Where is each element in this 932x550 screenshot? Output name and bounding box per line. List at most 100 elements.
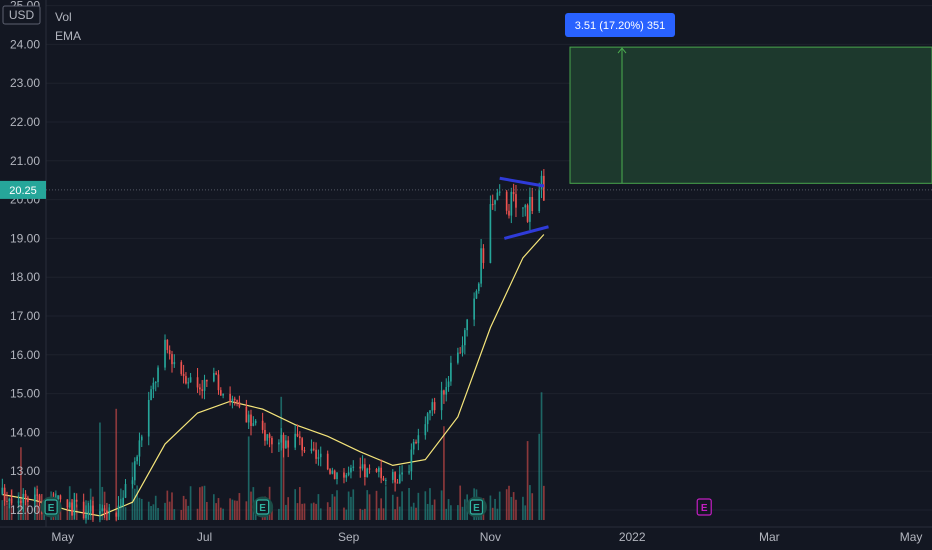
candle [87,511,90,515]
candle [282,434,285,449]
x-tick-label: 2022 [619,530,646,544]
candle [157,367,159,383]
volume-bar [412,502,415,520]
volume-bar [231,499,234,520]
candle [115,513,118,517]
candle [496,192,499,201]
lower-trendline[interactable] [503,225,549,240]
candle [522,207,524,209]
volume-bar [20,447,22,520]
candle [364,464,366,478]
earnings-marker-inner [469,499,484,515]
candle [310,448,313,452]
candle [36,494,39,496]
candle [101,508,104,512]
volume-bar [147,501,150,520]
candle [247,414,250,423]
candle [382,478,385,481]
candle [201,389,204,391]
candle [233,398,236,401]
y-tick-label: 19.00 [10,231,40,245]
candle [280,434,283,443]
candle [238,401,241,407]
volume-bar [203,485,206,520]
candle [133,461,136,481]
volume-bar [350,496,352,520]
candle [303,450,306,452]
volume-bar [236,500,238,520]
y-tick-label: 22.00 [10,115,40,129]
earnings-marker[interactable] [696,498,712,516]
volume-bar [245,501,248,520]
indicator-label[interactable]: Vol [55,10,72,24]
candle [312,448,315,450]
candle [189,377,192,383]
x-tick-label: Nov [480,530,501,544]
volume-bar [431,504,434,520]
x-tick-label: May [900,530,923,544]
measure-box[interactable] [569,46,932,184]
volume-bar [196,508,199,520]
candle [10,498,13,504]
volume-bar [410,506,413,520]
volume-bar [122,502,125,520]
volume-bar [212,494,215,520]
volume-bar [38,494,41,520]
volume-bar [443,426,445,520]
candle [287,440,290,448]
candle [254,420,257,424]
volume-bar [36,485,39,520]
candle [415,441,417,444]
triangle-trendlines[interactable] [499,176,549,240]
candle [219,390,222,396]
volume-bar [408,487,410,520]
volume-bar [347,491,350,520]
candle [173,362,176,365]
candle [103,508,106,511]
candle [285,440,287,449]
volume-bar [99,422,101,520]
volume-bar [345,509,348,520]
x-tick-label: May [51,530,74,544]
volume-bar [415,507,417,520]
volume-bar [238,493,241,520]
volume-bar [489,495,492,520]
volume-bar [447,499,450,520]
candle [333,470,336,480]
earnings-marker-label: E [473,503,480,514]
volume-bar [445,508,448,520]
y-tick-label: 21.00 [10,154,40,168]
candle [75,499,78,502]
volume-bar [250,491,252,520]
upper-trendline[interactable] [499,176,545,188]
volume-bar [154,495,157,520]
volume-bar [201,486,204,520]
currency-badge[interactable] [2,5,41,25]
candle [433,402,436,411]
candle [92,505,94,514]
candle [329,469,331,474]
volume-bar [1,500,4,520]
candle [71,502,73,516]
volume-bar [382,508,385,520]
volume-bar [498,491,501,520]
price-range-measure[interactable] [569,46,932,184]
candle [296,433,299,437]
candle [384,479,387,481]
indicator-label[interactable]: EMA [55,29,81,43]
volume-bar [282,435,285,520]
volume-bar [133,488,136,520]
volume-bar [450,505,452,520]
volume-bar [140,498,143,520]
candle [294,433,297,448]
volume-bar [508,485,510,520]
volume-bar [296,503,299,520]
volume-bar [368,494,371,520]
ema-line [2,234,545,517]
candle [345,474,348,478]
candle [443,390,445,395]
candle [475,291,478,299]
candle [150,389,152,400]
